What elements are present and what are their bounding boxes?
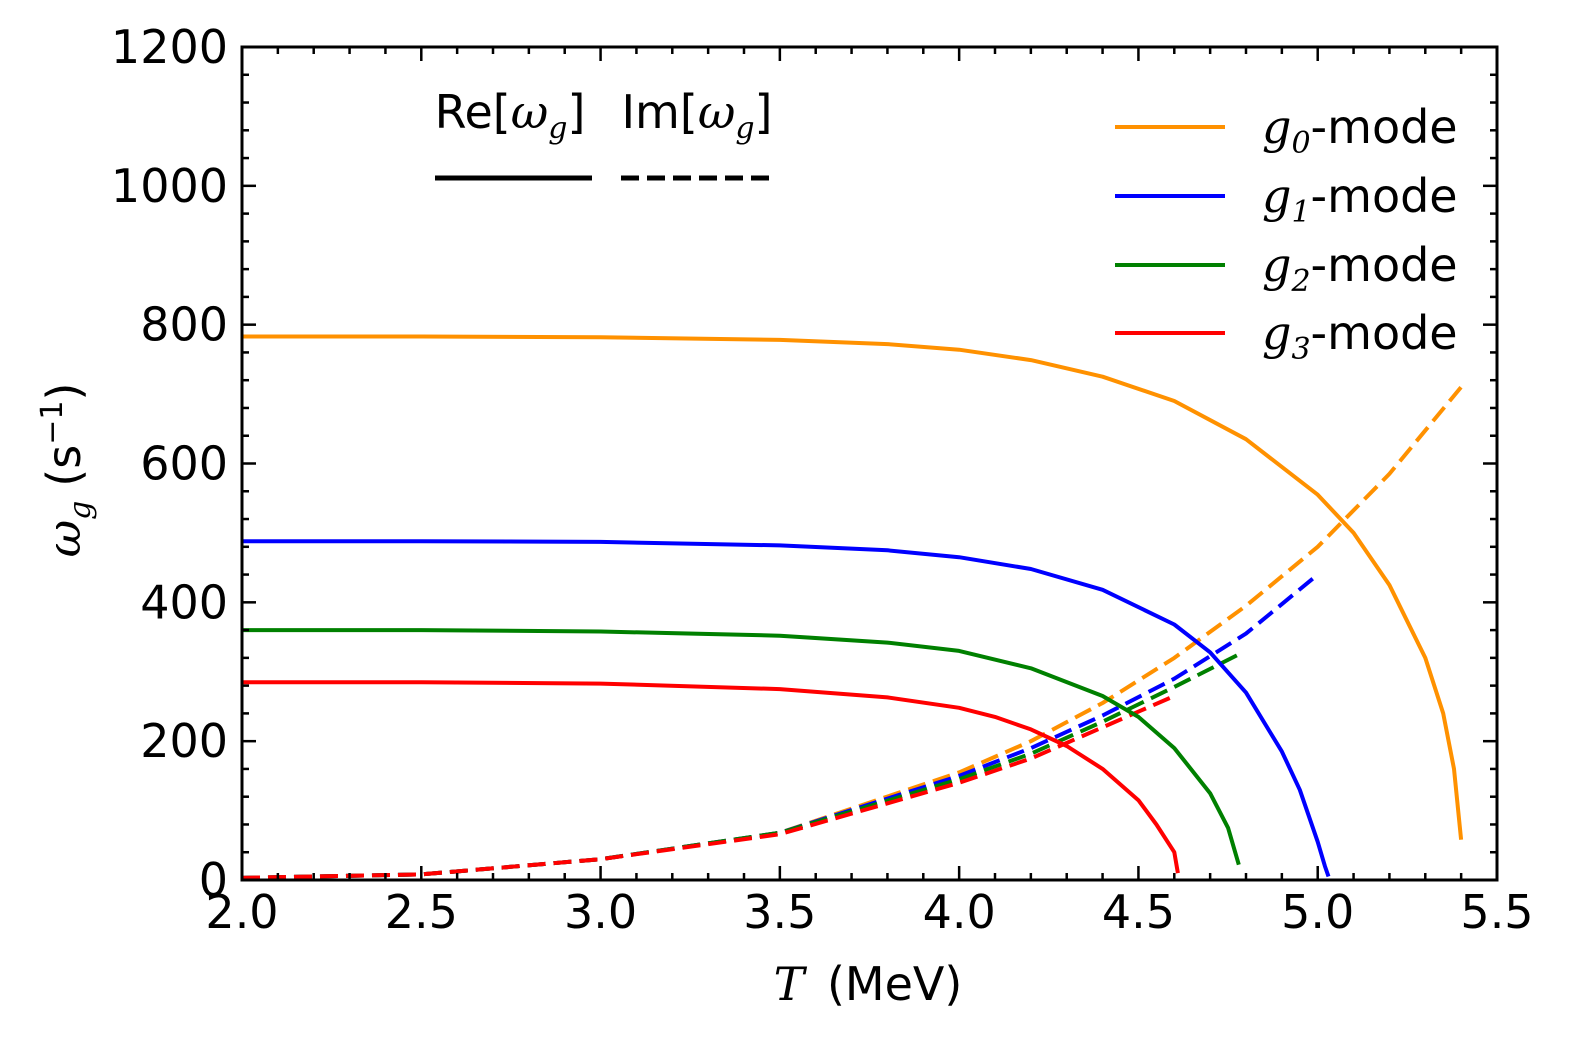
legend-label-g3: g3-mode	[1262, 306, 1458, 367]
y-axis-unit: (s	[37, 445, 91, 487]
tick-labels: 2.0 2.5 3.0 3.5 4.0 4.5 5.0 5.5 0 200 400 600 800 100…	[111, 20, 1534, 939]
y-tick-label: 400	[140, 575, 228, 629]
x-axis-symbol: T	[774, 957, 808, 1011]
x-tick-label: 3.0	[564, 885, 637, 939]
legend-label-g0: g0-mode	[1262, 100, 1458, 161]
x-tick-label: 5.5	[1460, 885, 1533, 939]
series-g1-im	[242, 573, 1319, 880]
x-tick-label: 2.0	[205, 885, 278, 939]
y-tick-label: 1200	[111, 20, 228, 74]
series-g1-re	[242, 539, 1331, 878]
legend-entry-g0: g0-mode	[1115, 100, 1458, 161]
series-g3-re	[242, 680, 1180, 874]
y-axis-label: ωg (s−1)	[35, 383, 98, 558]
y-tick-label: 600	[140, 437, 228, 491]
series-layer	[242, 334, 1464, 880]
legend-label-g2: g2-mode	[1262, 238, 1458, 299]
y-tick-label: 200	[140, 714, 228, 768]
x-tick-label: 2.5	[385, 885, 458, 939]
style-legend-label-im: Im[ωg]	[621, 85, 772, 146]
series-g2-re	[242, 628, 1241, 866]
y-axis-unit-close: )	[37, 383, 91, 401]
axes-frame	[240, 45, 1499, 882]
y-axis-exponent: −1	[35, 401, 70, 445]
x-tick-label: 5.0	[1281, 885, 1354, 939]
series-g3-im	[242, 694, 1176, 880]
series-g0-re	[242, 334, 1464, 840]
legend-label-g1: g1-mode	[1262, 169, 1458, 230]
x-tick-label: 4.5	[1102, 885, 1175, 939]
y-tick-label: 1000	[111, 159, 228, 213]
y-tick-label: 800	[140, 298, 228, 352]
y-axis-subscript: g	[63, 501, 98, 520]
y-axis-symbol: ω	[37, 520, 91, 558]
y-tick-label: 0	[199, 853, 228, 907]
series-g0-im	[242, 385, 1463, 880]
legend-entry-g1: g1-mode	[1115, 169, 1458, 230]
x-axis-label: T (MeV)	[774, 957, 963, 1011]
x-axis-unit: (MeV)	[827, 957, 962, 1011]
ticks-layer	[240, 45, 1499, 882]
style-legend: Re[ωg] Im[ωg]	[435, 85, 777, 181]
x-tick-label: 3.5	[743, 885, 816, 939]
plot-area	[242, 334, 1464, 880]
style-legend-label-re: Re[ωg]	[435, 85, 586, 146]
x-tick-label: 4.0	[923, 885, 996, 939]
legend-entry-g3: g3-mode	[1115, 306, 1458, 367]
legend-entry-g2: g2-mode	[1115, 238, 1458, 299]
mode-legend: g0-mode g1-mode g2-mode g3-mode	[1115, 100, 1458, 367]
